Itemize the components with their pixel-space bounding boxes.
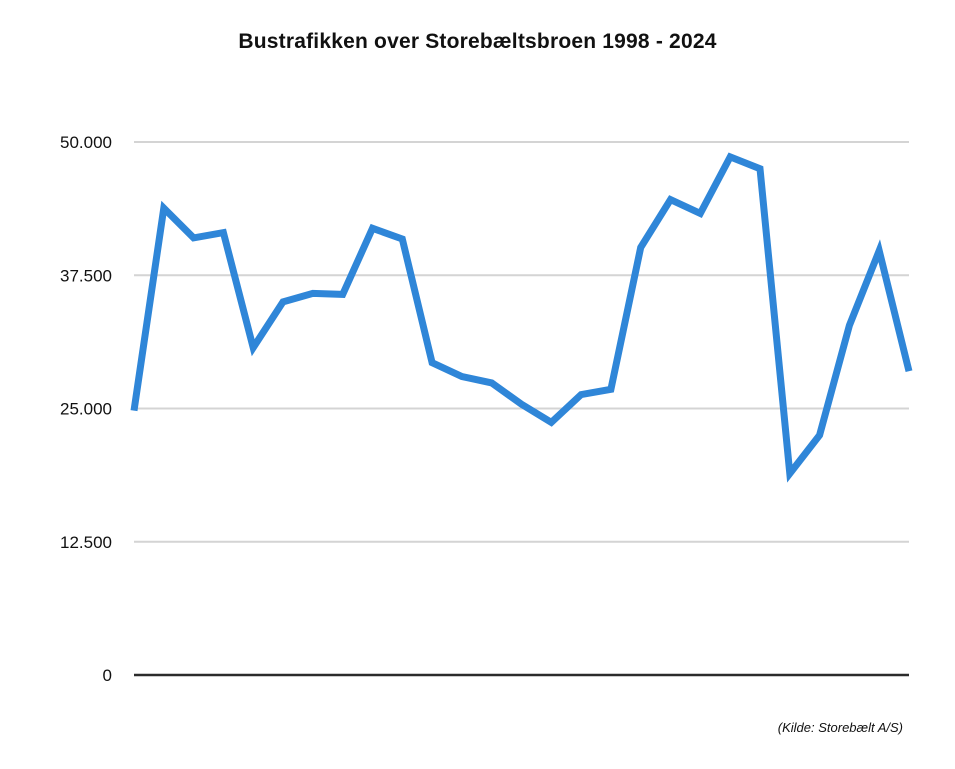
y-tick-label: 50.000	[60, 133, 112, 152]
y-tick-label: 25.000	[60, 400, 112, 419]
series-layer	[130, 152, 913, 483]
y-tick-label: 12.500	[60, 533, 112, 552]
source-note: (Kilde: Storebælt A/S)	[777, 720, 903, 735]
y-tick-label: 37.500	[60, 266, 112, 285]
bus-traffic-series-line	[130, 152, 913, 483]
y-tick-label: 0	[103, 666, 112, 685]
gridlines	[134, 141, 909, 543]
y-axis-tick-labels: 0 12.500 25.000 37.500 50.000	[60, 133, 112, 685]
chart-title: Bustrafikken over Storebæltsbroen 1998 -…	[238, 30, 717, 53]
